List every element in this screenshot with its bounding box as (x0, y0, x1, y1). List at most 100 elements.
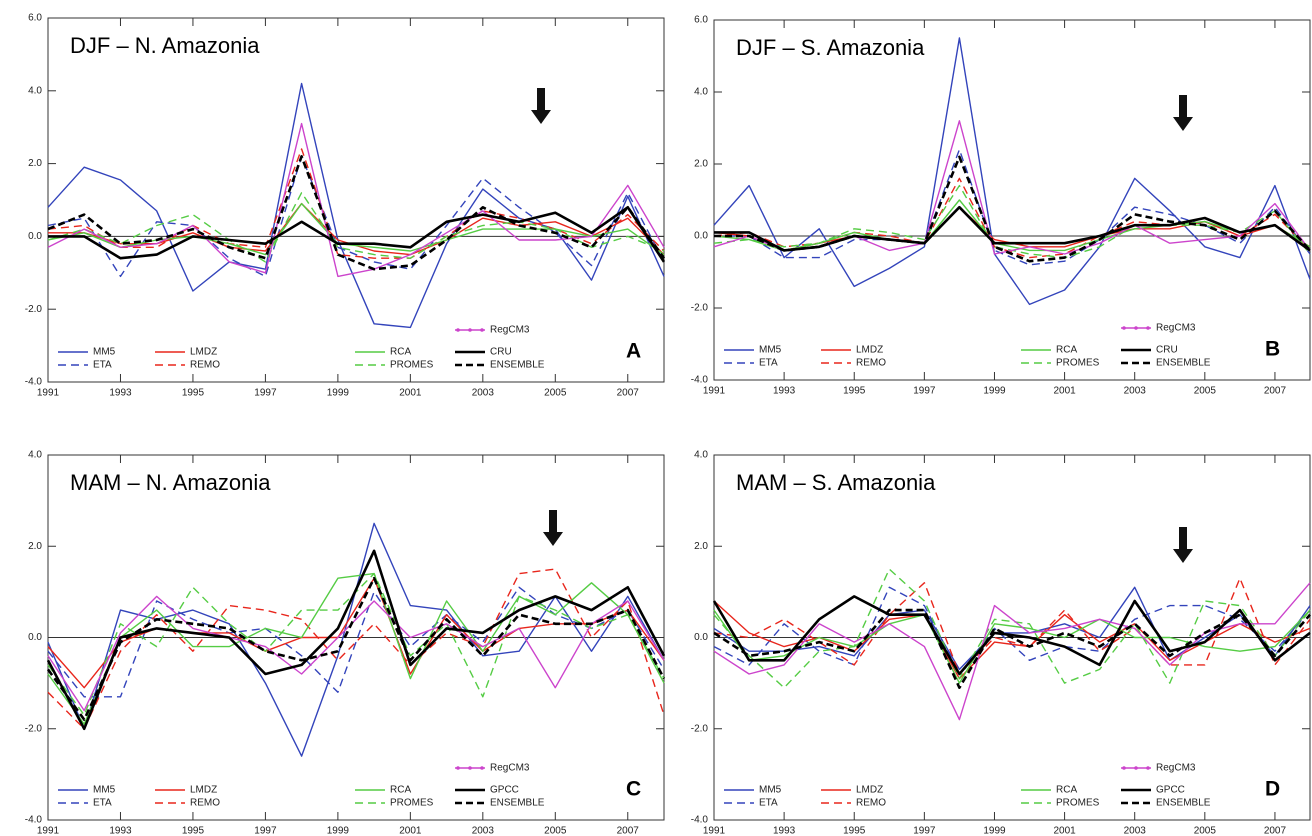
legend-marker (456, 766, 460, 770)
legend-label: RCA (390, 347, 411, 358)
x-tick-label: 1995 (843, 386, 866, 397)
legend-label: MM5 (759, 785, 782, 796)
series-line (48, 206, 666, 263)
x-tick-label: 2005 (1194, 386, 1217, 397)
x-tick-label: 1991 (703, 826, 726, 836)
legend-label: RCA (1056, 345, 1077, 356)
x-tick-label: 1995 (182, 388, 205, 399)
series-line (47, 82, 665, 329)
x-tick-label: 2005 (544, 826, 567, 836)
legend-marker (480, 328, 484, 332)
legend-marker (468, 766, 472, 770)
panel-title: DJF – S. Amazonia (736, 35, 925, 60)
x-tick-label: 1999 (327, 826, 350, 836)
series-line (47, 572, 665, 725)
panel-label: C (626, 778, 641, 801)
legend-label: ENSEMBLE (1156, 798, 1211, 809)
series-line (47, 155, 665, 278)
y-tick-label: 2.0 (28, 541, 42, 552)
arrow (1173, 95, 1193, 131)
plot-frame (47, 17, 665, 383)
legend-marker (1122, 326, 1126, 330)
plot-frame (713, 19, 1311, 381)
panel-label: D (1265, 778, 1280, 801)
legend-label: ETA (759, 358, 778, 369)
x-tick-label: 2005 (544, 388, 567, 399)
legend-label: GPCC (490, 785, 519, 796)
x-tick-label: 2003 (1124, 826, 1147, 836)
legend-label: PROMES (1056, 358, 1100, 369)
y-tick-label: 0.0 (28, 231, 42, 242)
x-tick-label: 2005 (1194, 826, 1217, 836)
y-tick-label: 0.0 (28, 632, 42, 643)
series-line (713, 600, 1311, 680)
series-line (713, 608, 1311, 689)
legend-label: ETA (93, 798, 112, 809)
x-tick-label: 2003 (472, 826, 495, 836)
x-tick-label: 1991 (37, 826, 60, 836)
x-tick-label: 1999 (983, 826, 1006, 836)
y-tick-label: -4.0 (25, 377, 43, 388)
legend-marker (1146, 326, 1150, 330)
y-tick-label: -2.0 (25, 304, 43, 315)
legend-label: ENSEMBLE (1156, 358, 1211, 369)
arrow (543, 510, 563, 546)
series-line (713, 609, 1311, 684)
legend-label: ENSEMBLE (490, 798, 545, 809)
legend-label: LMDZ (190, 347, 217, 358)
series-line (712, 595, 1311, 676)
y-tick-label: 4.0 (28, 85, 42, 96)
series-line (713, 582, 1311, 721)
y-tick-label: -2.0 (25, 723, 43, 734)
legend-label: REMO (856, 798, 886, 809)
x-tick-label: 2001 (1053, 386, 1076, 397)
legend-label: REMO (190, 360, 220, 371)
legend-label: ETA (759, 798, 778, 809)
legend-marker (1134, 326, 1138, 330)
series-line (46, 576, 666, 721)
legend-label: MM5 (759, 345, 782, 356)
legend-label: REMO (190, 798, 220, 809)
legend-marker (456, 328, 460, 332)
legend-marker (468, 328, 472, 332)
y-tick-label: 4.0 (28, 450, 42, 461)
series-line (713, 37, 1311, 306)
legend-label: PROMES (1056, 798, 1100, 809)
series-line (713, 586, 1311, 675)
x-tick-label: 1991 (703, 386, 726, 397)
legend-label: CRU (490, 347, 512, 358)
x-tick-label: 2003 (1124, 386, 1147, 397)
legend-label: LMDZ (190, 785, 217, 796)
series-line (713, 199, 1311, 252)
y-tick-label: -4.0 (691, 815, 709, 826)
legend-label: CRU (1156, 345, 1178, 356)
x-tick-label: 1991 (37, 388, 60, 399)
legend-marker (480, 766, 484, 770)
panel-title: MAM – S. Amazonia (736, 470, 936, 495)
panel-title: DJF – N. Amazonia (70, 33, 260, 58)
y-tick-label: 2.0 (694, 541, 708, 552)
legend-label: REMO (856, 358, 886, 369)
x-tick-label: 1995 (182, 826, 205, 836)
y-tick-label: -2.0 (691, 303, 709, 314)
legend-label: RCA (390, 785, 411, 796)
series-line (47, 568, 665, 730)
x-tick-label: 2001 (1053, 826, 1076, 836)
legend-label: ETA (93, 360, 112, 371)
legend-marker (1146, 766, 1150, 770)
x-tick-label: 2007 (617, 826, 640, 836)
series-line (713, 568, 1311, 689)
x-tick-label: 2001 (399, 826, 422, 836)
series-line (713, 577, 1311, 675)
y-tick-label: 4.0 (694, 450, 708, 461)
series-line (46, 549, 666, 731)
x-tick-label: 1993 (109, 826, 132, 836)
x-tick-label: 2007 (1264, 826, 1287, 836)
panel: -4.0 -2.0 0.0 2.0 4.0 1991 1993 1995 1997 1999 200… (691, 450, 1311, 836)
legend-label: GPCC (1156, 785, 1185, 796)
panel: -4.0 -2.0 0.0 2.0 4.0 6.0 1991 1993 1995 1997 1999… (691, 15, 1311, 397)
legend-label: PROMES (390, 798, 434, 809)
legend-label: PROMES (390, 360, 434, 371)
arrow (1173, 527, 1193, 563)
